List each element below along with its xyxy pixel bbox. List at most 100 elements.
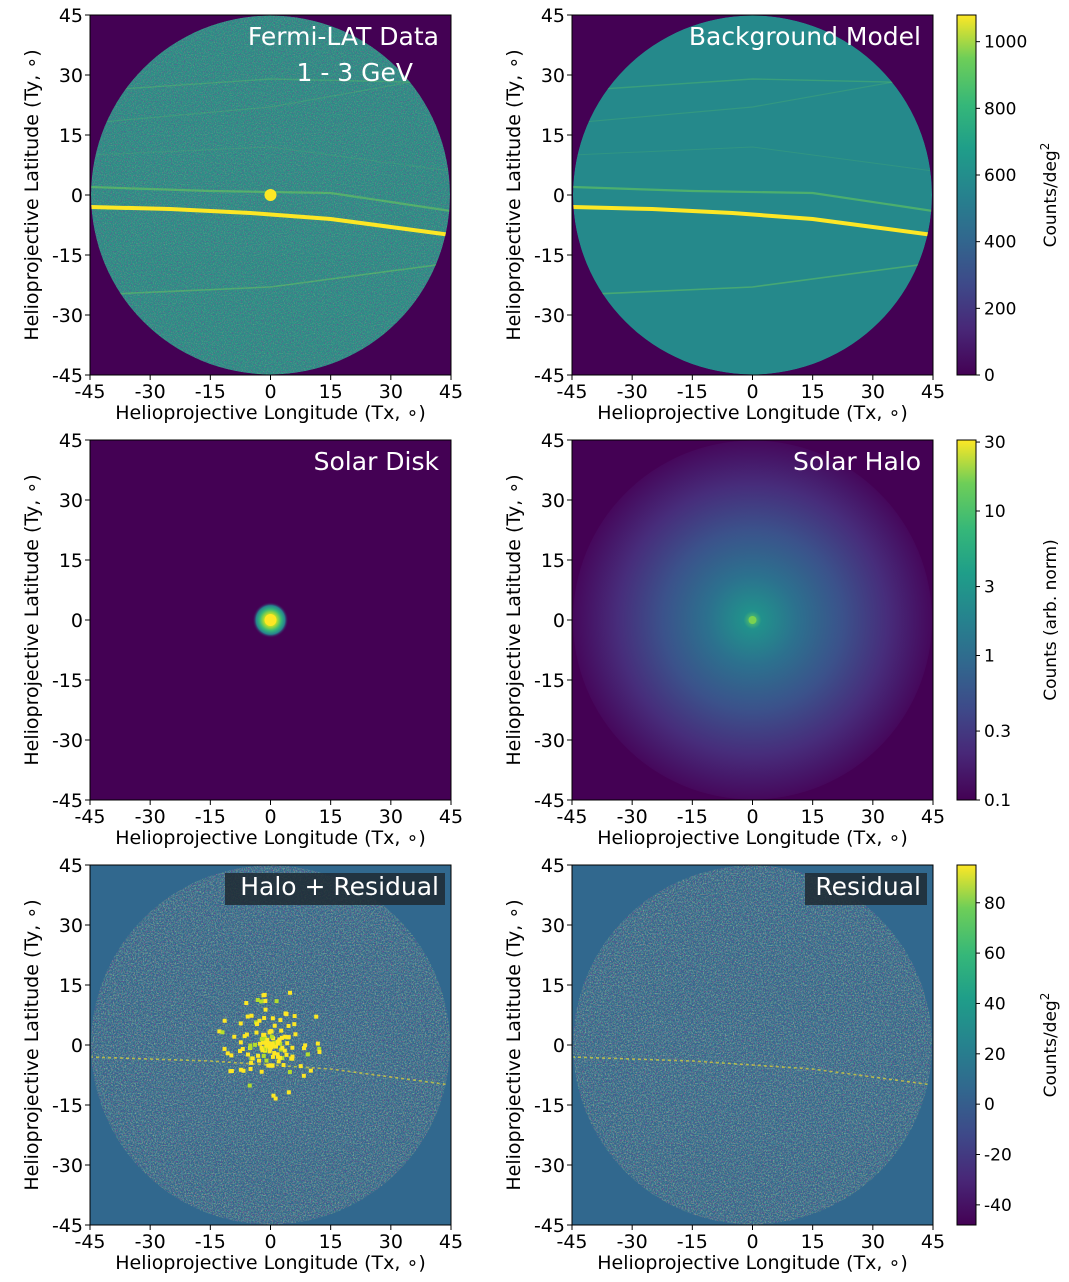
x-tick-label: 0	[746, 1231, 758, 1253]
excess-pixel	[305, 1052, 310, 1057]
x-tick-label: 15	[801, 381, 825, 403]
y-axis-label: Helioprojective Latitude (Ty, ∘)	[21, 49, 43, 340]
excess-pixel	[283, 1011, 288, 1016]
excess-pixel	[259, 1037, 264, 1042]
excess-pixel	[270, 1016, 275, 1021]
colorbar-gradient	[956, 14, 977, 376]
x-axis-label: Helioprojective Longitude (Tx, ∘)	[115, 827, 426, 849]
excess-pixel	[271, 1093, 276, 1098]
excess-pixel	[283, 1034, 288, 1039]
x-tick-label: 45	[921, 806, 945, 828]
excess-pixel	[286, 1023, 291, 1028]
x-tick-label: -15	[195, 381, 226, 403]
y-tick-label: -45	[52, 790, 83, 812]
panel-title: Halo + Residual	[240, 872, 439, 901]
excess-pixel	[290, 1054, 295, 1059]
y-tick-label: -30	[52, 1155, 83, 1177]
x-axis-label: Helioprojective Longitude (Tx, ∘)	[597, 1252, 908, 1274]
source-track	[573, 74, 932, 124]
excess-pixel	[266, 1063, 271, 1068]
y-tick-label: -15	[534, 245, 565, 267]
title-box	[805, 873, 927, 905]
panel-title: Solar Halo	[793, 447, 921, 476]
excess-pixel	[248, 1043, 253, 1048]
colorbar-label: Counts (arb. norm)	[1041, 539, 1061, 700]
excess-pixel	[301, 1073, 306, 1078]
excess-pixel	[290, 1056, 295, 1061]
x-tick-label: 0	[264, 806, 276, 828]
excess-pixel	[245, 1052, 250, 1057]
excess-pixel	[222, 1018, 227, 1023]
excess-pixel	[222, 1046, 227, 1051]
y-tick-label: 15	[59, 975, 83, 997]
y-tick-label: 30	[59, 915, 83, 937]
y-axis-label: Helioprojective Latitude (Ty, ∘)	[503, 49, 525, 340]
x-axis-label: Helioprojective Longitude (Tx, ∘)	[597, 402, 908, 424]
source-track	[573, 146, 932, 172]
y-tick-label: 0	[71, 610, 83, 632]
x-tick-label: -45	[556, 381, 587, 403]
excess-pixel	[298, 1064, 303, 1069]
colorbar-tick-label: 30	[984, 433, 1006, 453]
excess-pixel	[287, 1069, 292, 1074]
excess-pixel	[273, 1096, 278, 1101]
x-tick-label: -45	[556, 806, 587, 828]
y-tick-label: 0	[71, 185, 83, 207]
panel-halo-plus-residual: -45 -30 -15 0 15 30 45 -45 -30 -15 0 15 30 45 Heliopro…	[21, 855, 463, 1274]
y-tick-label: 30	[541, 490, 565, 512]
x-tick-label: -15	[677, 381, 708, 403]
excess-pixel	[280, 1045, 285, 1050]
excess-pixel	[274, 999, 279, 1004]
x-tick-label: 45	[439, 1231, 463, 1253]
colorbar-tick-label: -20	[984, 1146, 1012, 1166]
excess-pixel	[317, 1046, 322, 1051]
excess-pixel	[265, 1042, 270, 1047]
excess-pixel	[217, 1029, 222, 1034]
y-tick-label: -30	[52, 305, 83, 327]
colorbar-tick-label: 600	[984, 166, 1016, 186]
x-tick-label: 30	[379, 1231, 403, 1253]
excess-pixel	[272, 1051, 277, 1056]
x-axis-label: Helioprojective Longitude (Tx, ∘)	[115, 402, 426, 424]
x-tick-label: -30	[617, 1231, 648, 1253]
excess-pixel	[275, 1052, 280, 1057]
colorbar-tick-label: 10	[984, 502, 1006, 522]
colorbar: -40 -20 0 20 40 60 80 Counts/deg2	[956, 864, 1061, 1226]
excess-pixel	[238, 1067, 243, 1072]
y-tick-label: 0	[553, 1035, 565, 1057]
y-axis-label: Helioprojective Latitude (Ty, ∘)	[21, 474, 43, 765]
title-box	[225, 873, 445, 905]
y-tick-label: 0	[553, 185, 565, 207]
x-tick-label: -45	[556, 1231, 587, 1253]
excess-pixel	[255, 997, 260, 1002]
y-tick-label: 45	[59, 430, 83, 452]
excess-pixel	[315, 1041, 320, 1046]
excess-pixel	[276, 1059, 281, 1064]
x-tick-label: -45	[74, 1231, 105, 1253]
excess-pixel	[282, 1048, 287, 1053]
source-track	[91, 74, 450, 124]
panel-title: Solar Disk	[314, 447, 440, 476]
excess-pixel	[290, 1045, 295, 1050]
excess-pixel	[314, 1014, 319, 1019]
excess-pixel	[272, 1023, 277, 1028]
panel-background-model: -45 -30 -15 0 15 30 45 -45 -30 -15 0 15 30 45 Heliopro…	[503, 5, 1061, 424]
y-tick-label: 45	[541, 5, 565, 27]
excess-pixel	[259, 999, 264, 1004]
y-tick-label: -30	[534, 305, 565, 327]
colorbar-tick-label: -40	[984, 1196, 1012, 1216]
excess-pixel	[265, 1037, 270, 1042]
excess-pixel	[232, 1034, 237, 1039]
panel-fermi-lat-data: -45 -30 -15 0 15 30 45 -45 -30 -15 0 15 30 45 Heliopro…	[21, 5, 463, 424]
y-tick-label: -15	[534, 670, 565, 692]
excess-pixel	[257, 1058, 262, 1063]
excess-pixel	[238, 1021, 243, 1026]
excess-pixel	[267, 1030, 272, 1035]
excess-pixel	[220, 1030, 225, 1035]
excess-pixel	[263, 1036, 268, 1041]
colorbar-tick-label: 80	[984, 894, 1006, 914]
colorbar-tick-label: 800	[984, 99, 1016, 119]
y-tick-label: -15	[52, 670, 83, 692]
x-tick-label: 30	[379, 381, 403, 403]
panel-title: Fermi-LAT Data	[248, 22, 439, 51]
